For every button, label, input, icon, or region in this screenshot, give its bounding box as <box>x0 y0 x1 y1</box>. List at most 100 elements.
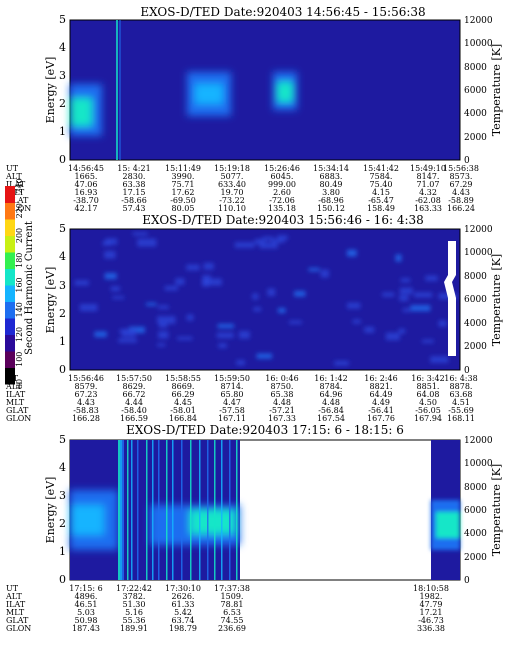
table-cell: 2626. <box>172 592 195 601</box>
table-cell: 110.10 <box>218 204 246 213</box>
noise-speck <box>308 267 320 272</box>
panel-3-mid-core <box>190 510 235 534</box>
table-cell: 63.74 <box>172 616 195 625</box>
panel-2: EXOS-D/TED Date:920403 15:56:46 - 16: 4:… <box>5 213 503 423</box>
table-cell: 1982. <box>420 592 443 601</box>
table-cell: 5.42 <box>174 608 192 617</box>
colorbar-segment <box>5 285 15 302</box>
table-cell: 17:37:38 <box>214 584 250 593</box>
table-cell: -58.89 <box>448 196 474 205</box>
burst-stripe <box>172 440 174 580</box>
noise-speck <box>177 336 193 341</box>
table-cell: 4.15 <box>372 188 390 197</box>
table-cell: 150.12 <box>317 204 345 213</box>
burst-stripe <box>199 440 201 580</box>
noise-speck <box>277 235 288 241</box>
table-cell: 8851. <box>417 382 440 391</box>
panel-2-ytick: 0 <box>59 363 66 376</box>
noise-speck <box>352 319 361 324</box>
table-cell: 5077. <box>221 172 244 181</box>
panel-1-ytick-right: 2000 <box>464 133 487 143</box>
table-cell: 8878. <box>450 382 473 391</box>
panel-2-ytick-right: 0 <box>464 366 470 376</box>
panel-2-ytick-right: 8000 <box>464 272 487 282</box>
noise-speck <box>79 303 98 312</box>
panel-2-row-label: ALT <box>5 382 22 391</box>
panel-1-blob-b-core <box>277 82 293 102</box>
panel-2-plot-area <box>69 228 461 371</box>
table-cell: 8147. <box>417 172 440 181</box>
panel-1-spectrogram <box>70 72 297 136</box>
table-cell: 15:41:42 <box>363 164 399 173</box>
panel-2-ytick: 4 <box>59 250 66 263</box>
panel-2-ytick: 2 <box>59 307 66 320</box>
noise-speck <box>382 292 395 297</box>
colorbar-tick: 100 <box>15 352 24 367</box>
table-cell: 6.53 <box>223 608 241 617</box>
table-cell: 15: 4:21 <box>117 164 150 173</box>
table-cell: 71.07 <box>417 180 440 189</box>
noise-speck <box>186 314 194 321</box>
table-cell: 74.55 <box>221 616 244 625</box>
colorbar-tick: 240 <box>15 178 24 193</box>
panel-1-ylabel: Energy [eV] <box>44 57 57 124</box>
burst-stripe <box>146 440 148 580</box>
table-cell: 167.94 <box>414 414 442 423</box>
noise-speck <box>288 320 302 325</box>
noise-speck <box>346 302 361 309</box>
table-cell: 8669. <box>172 382 195 391</box>
panel-3-ytick: 3 <box>59 489 66 502</box>
table-cell: 55.36 <box>123 616 146 625</box>
panel-1: EXOS-D/TED Date:920403 14:56:45 - 15:56:… <box>5 5 503 213</box>
panel-1-blob-a-core <box>195 84 223 104</box>
table-cell: 7584. <box>370 172 393 181</box>
panel-1-row-label: GLAT <box>6 196 29 205</box>
noise-speck <box>203 262 214 270</box>
table-cell: 17.15 <box>123 188 146 197</box>
table-cell: -72.06 <box>269 196 295 205</box>
noise-speck <box>202 278 222 286</box>
panel-2-row-label: UT <box>6 374 19 383</box>
table-cell: 6045. <box>271 172 294 181</box>
table-cell: 64.08 <box>417 390 440 399</box>
table-cell: 4896. <box>75 592 98 601</box>
table-cell: 999.00 <box>268 180 296 189</box>
noise-speck <box>137 238 157 247</box>
colorbar-tick: 220 <box>15 203 24 218</box>
panel-3-row-label: GLON <box>6 624 31 633</box>
table-cell: -57.21 <box>269 406 295 415</box>
table-cell: -65.47 <box>368 196 394 205</box>
table-cell: -56.84 <box>318 406 344 415</box>
table-cell: 51.30 <box>123 600 146 609</box>
table-cell: 17.21 <box>420 608 443 617</box>
table-cell: -38.70 <box>73 196 99 205</box>
panel-3-row-label: ILAT <box>6 600 26 609</box>
panel-3-ytick: 1 <box>59 545 66 558</box>
noise-speck <box>239 331 250 339</box>
panel-2-ytick: 3 <box>59 279 66 292</box>
noise-speck <box>277 307 286 313</box>
colorbar-tick: 200 <box>15 228 24 243</box>
table-cell: 8573. <box>450 172 473 181</box>
noise-speck <box>402 308 411 312</box>
table-cell: 15:11:49 <box>165 164 201 173</box>
noise-speck <box>157 343 166 347</box>
table-cell: 4.48 <box>273 398 291 407</box>
table-cell: -68.96 <box>318 196 344 205</box>
burst-stripe <box>207 440 209 580</box>
table-cell: 15:57:50 <box>116 374 152 383</box>
panel-2-row-label: ILAT <box>6 390 26 399</box>
panel-1-title: EXOS-D/TED Date:920403 14:56:45 - 15:56:… <box>140 5 425 19</box>
burst-stripe <box>152 440 154 580</box>
table-cell: 19.70 <box>221 188 244 197</box>
noise-speck <box>94 331 107 338</box>
table-cell: 4.50 <box>419 398 437 407</box>
table-cell: 47.06 <box>75 180 98 189</box>
colorbar-segment <box>5 301 15 319</box>
table-cell: 63.68 <box>450 390 473 399</box>
panel-3-right-core <box>436 512 460 538</box>
panel-3: EXOS-D/TED Date:920403 17:15: 6 - 18:15:… <box>5 423 503 633</box>
colorbar-tick: 140 <box>15 302 24 317</box>
colorbar-label: Second Harmonic Current <box>24 221 35 355</box>
